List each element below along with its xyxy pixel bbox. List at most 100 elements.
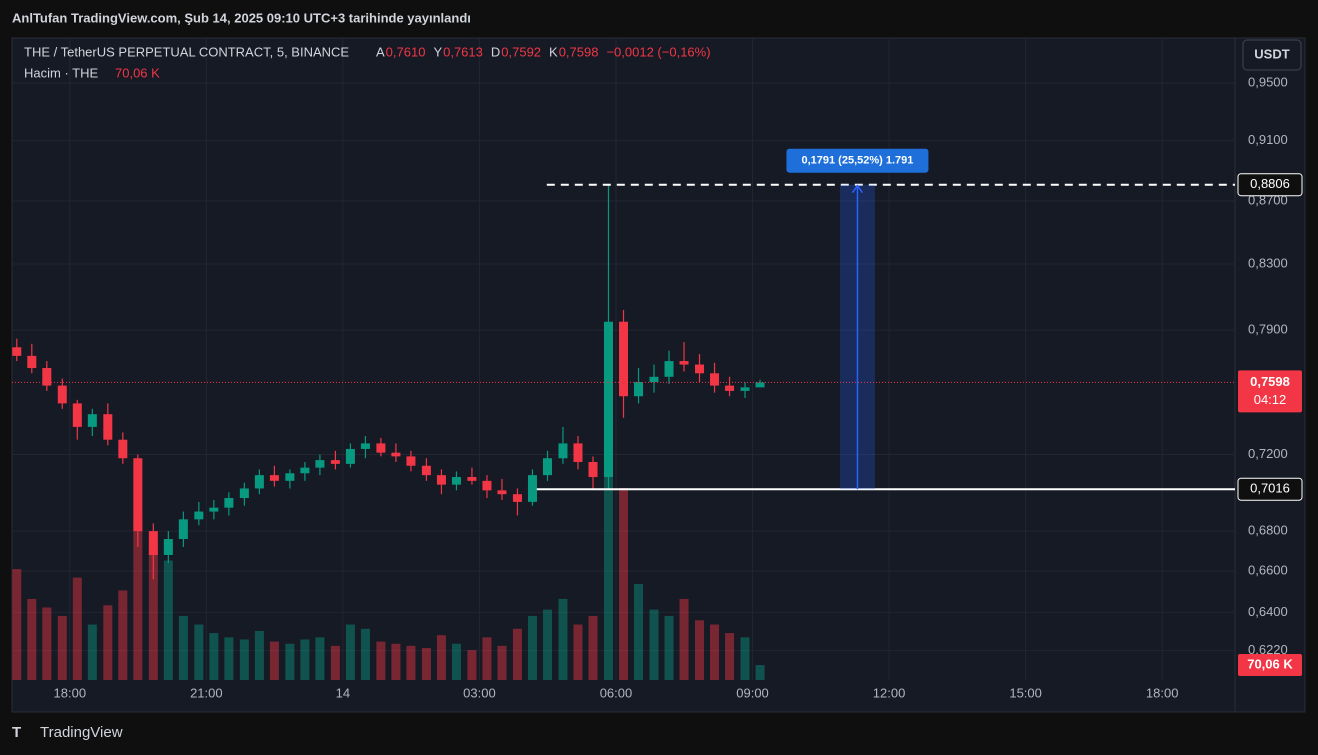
candle-body (285, 473, 295, 481)
candle-body (740, 387, 750, 391)
volume-bar (436, 635, 446, 680)
last-volume-label: 70,06 K (1247, 656, 1293, 671)
volume-bar (118, 590, 128, 680)
change: −0,0012 (−0,16%) (606, 44, 710, 59)
currency-button[interactable] (1242, 39, 1302, 71)
candle-body (497, 490, 507, 495)
volume-bar (209, 633, 219, 680)
ohlc-value: 0,7598 (559, 44, 599, 59)
candle-body (695, 364, 705, 374)
candle-body (148, 531, 158, 555)
candle-body (103, 414, 113, 440)
ohlc-value: 0,7610 (386, 44, 426, 59)
level-label: 0,8806 (1250, 176, 1290, 191)
volume-bar (12, 569, 22, 680)
volume-bar (588, 616, 598, 680)
x-tick-label: 18:00 (1146, 685, 1179, 700)
candle-body (345, 448, 355, 464)
volume-bar (87, 624, 97, 680)
y-tick-label: 0,6800 (1248, 523, 1288, 538)
candle-body (679, 361, 689, 365)
volume-bar (345, 624, 355, 680)
candle-body (27, 355, 37, 369)
volume-bar (497, 645, 507, 680)
volume-bar (133, 517, 143, 680)
candle-body (482, 480, 492, 491)
y-tick-label: 0,6600 (1248, 563, 1288, 578)
x-tick-label: 21:00 (190, 685, 223, 700)
plot: 0,1791 (25,52%) 1.791 (12, 38, 1235, 680)
volume-title: Hacim · THE (24, 65, 98, 80)
measure-label: 0,1791 (25,52%) 1.791 (801, 155, 913, 167)
volume-bar (391, 643, 401, 680)
level-label-box (1237, 173, 1303, 197)
candle-body (406, 456, 416, 466)
volume-bar (285, 643, 295, 680)
currency-label[interactable]: USDT (1254, 46, 1289, 61)
candle-body (178, 519, 188, 540)
chart-panel (11, 37, 1306, 713)
candle-body (725, 385, 735, 391)
candle-body (634, 382, 644, 397)
candle-body (451, 477, 461, 485)
y-tick-label: 0,9100 (1248, 132, 1288, 147)
candle-body (194, 511, 204, 520)
volume-bar (27, 598, 37, 680)
candle-body (376, 443, 386, 453)
x-tick-label: 18:00 (54, 685, 87, 700)
last-volume-box (1238, 654, 1302, 677)
candle-body (42, 368, 52, 386)
volume-bar (679, 598, 689, 680)
volume-bar (695, 620, 705, 680)
volume-bar (451, 643, 461, 680)
volume-bar (42, 607, 52, 680)
candle-body (436, 475, 446, 485)
x-tick-label: 15:00 (1009, 685, 1042, 700)
candle-body (618, 321, 629, 397)
volume-bar (664, 616, 674, 680)
candle-body (512, 494, 522, 502)
volume-bar (527, 616, 537, 680)
volume-bar (72, 577, 82, 680)
candle-body (573, 443, 583, 462)
candle-body (421, 465, 431, 476)
volume-bar (103, 605, 113, 680)
candle-body (239, 488, 249, 499)
candle-body (269, 475, 279, 481)
candle-body (603, 321, 613, 478)
candle-body (360, 443, 370, 449)
volume-bar (330, 645, 340, 680)
last-price-box (1238, 370, 1302, 413)
y-tick-label: 0,9500 (1248, 74, 1288, 89)
volume-bar (421, 648, 431, 680)
last-price-label: 0,7598 (1250, 374, 1290, 389)
ohlc-value: 0,7613 (443, 44, 483, 59)
volume-bar (406, 645, 416, 680)
candle-body (72, 403, 82, 427)
y-tick-label: 0,7900 (1248, 322, 1288, 337)
ohlc-label: K (549, 44, 558, 59)
candle-body (710, 373, 720, 386)
candle-body (527, 475, 537, 502)
measure-label-box (786, 148, 929, 173)
candle-body (224, 498, 234, 508)
volume-bar (163, 560, 173, 680)
ohlc-label: D (491, 44, 500, 59)
volume-bar (710, 624, 720, 680)
x-tick-label: 03:00 (463, 685, 496, 700)
volume-bar (467, 650, 477, 680)
candle-body (649, 376, 659, 383)
level-label-box (1237, 477, 1303, 501)
brand-logo: T (12, 724, 21, 741)
candle-body (588, 461, 598, 478)
y-tick-label: 0,6400 (1248, 604, 1288, 619)
candle-body (467, 477, 477, 481)
volume-bar (755, 665, 765, 680)
candle-body (664, 361, 674, 377)
volume-bar (300, 639, 310, 680)
ohlc-label: A (376, 44, 385, 59)
volume-bar (57, 616, 67, 680)
measure-arrowhead (851, 184, 864, 194)
x-tick-label: 09:00 (736, 685, 769, 700)
volume-bar (573, 624, 583, 680)
